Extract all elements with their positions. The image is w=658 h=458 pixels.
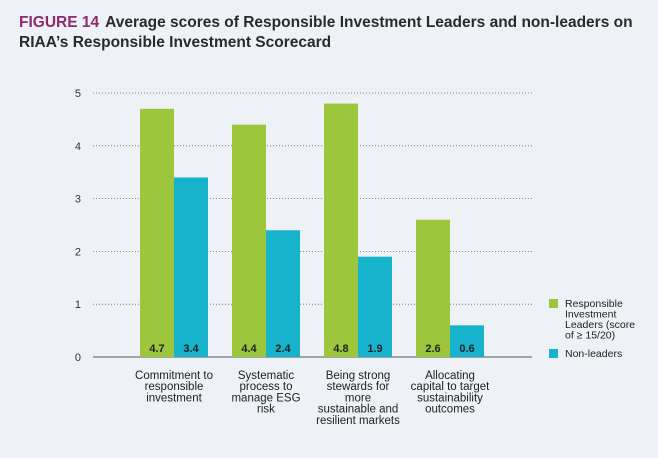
y-tick-label: 4 (75, 141, 81, 153)
data-label: 2.4 (275, 343, 291, 355)
x-tick-label: Systematic process to manage ESG risk (231, 370, 300, 416)
x-tick-label: Allocating capital to target sustainabilit… (411, 370, 490, 416)
bar (324, 103, 358, 357)
chart-title: Average scores of Responsible Investment… (19, 14, 633, 51)
data-label: 4.4 (241, 343, 257, 355)
figure-label: FIGURE 14 (19, 14, 100, 31)
bar (266, 230, 300, 357)
data-label: 4.8 (333, 343, 348, 355)
bar (358, 256, 392, 357)
bar (140, 108, 174, 357)
chart-title-block: FIGURE 14 Average scores of Responsible I… (19, 13, 639, 53)
legend-swatch (549, 299, 558, 308)
legend-label: Responsible Investment Leaders (score of ≥ … (565, 298, 635, 342)
x-tick-label: Commitment to responsible investment (135, 370, 213, 404)
data-label: 2.6 (425, 343, 440, 355)
data-label: 0.6 (459, 343, 474, 355)
y-tick-label: 0 (75, 352, 81, 364)
y-tick-label: 1 (75, 299, 81, 311)
bar (174, 177, 208, 357)
data-label: 4.7 (149, 343, 164, 355)
bar (232, 124, 266, 358)
data-label: 1.9 (367, 343, 382, 355)
y-tick-label: 5 (75, 88, 81, 100)
x-tick-label: Being strong stewards for more sustainable … (316, 370, 400, 427)
legend-swatch (549, 349, 558, 358)
data-label: 3.4 (183, 343, 199, 355)
y-tick-label: 3 (75, 194, 81, 206)
legend-label: Non-leaders (565, 348, 622, 360)
y-tick-label: 2 (75, 246, 81, 258)
bar (416, 219, 450, 357)
bar (450, 325, 484, 357)
